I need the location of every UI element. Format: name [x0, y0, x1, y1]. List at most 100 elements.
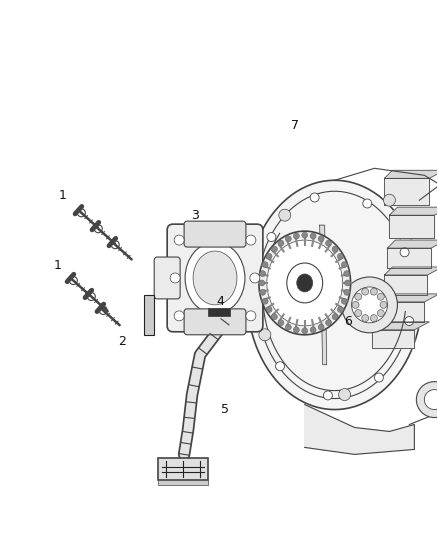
Circle shape [302, 328, 308, 334]
Circle shape [293, 233, 299, 239]
Circle shape [310, 327, 316, 333]
Circle shape [279, 209, 291, 221]
Ellipse shape [267, 240, 343, 326]
Circle shape [344, 271, 350, 277]
Ellipse shape [259, 231, 350, 335]
Circle shape [285, 236, 291, 242]
Circle shape [323, 391, 332, 400]
Circle shape [371, 314, 377, 321]
Circle shape [345, 280, 350, 286]
Circle shape [310, 233, 316, 239]
Circle shape [259, 280, 265, 286]
Polygon shape [371, 330, 414, 348]
Circle shape [266, 253, 272, 260]
Circle shape [352, 287, 388, 323]
Circle shape [253, 299, 262, 308]
Ellipse shape [185, 242, 245, 314]
Circle shape [276, 362, 285, 371]
Circle shape [310, 193, 319, 202]
Polygon shape [379, 302, 424, 322]
Circle shape [377, 293, 384, 300]
Circle shape [332, 314, 338, 320]
Circle shape [374, 373, 383, 382]
Polygon shape [388, 248, 431, 268]
Circle shape [339, 389, 350, 401]
FancyBboxPatch shape [167, 224, 263, 332]
Circle shape [380, 301, 387, 309]
Polygon shape [385, 178, 429, 205]
Polygon shape [389, 207, 438, 215]
Circle shape [325, 240, 332, 246]
Text: 3: 3 [191, 208, 199, 222]
Polygon shape [385, 171, 438, 178]
Text: 1: 1 [59, 189, 67, 201]
Circle shape [250, 273, 260, 283]
FancyBboxPatch shape [154, 257, 180, 299]
Bar [208, 308, 230, 316]
Circle shape [384, 194, 396, 206]
Circle shape [417, 382, 438, 417]
Circle shape [262, 262, 268, 268]
Circle shape [272, 314, 277, 320]
Circle shape [272, 246, 277, 252]
Polygon shape [389, 215, 434, 238]
Text: 4: 4 [216, 295, 224, 309]
Circle shape [377, 310, 384, 317]
Bar [144, 295, 154, 335]
Circle shape [278, 240, 284, 246]
Circle shape [259, 329, 271, 341]
Circle shape [342, 277, 397, 333]
Polygon shape [320, 225, 327, 365]
Polygon shape [379, 294, 438, 302]
Circle shape [355, 293, 362, 300]
Ellipse shape [297, 274, 313, 292]
Bar [158, 458, 208, 480]
Circle shape [363, 199, 372, 208]
Text: 1: 1 [53, 259, 61, 271]
Ellipse shape [287, 263, 323, 303]
Circle shape [400, 248, 409, 257]
Circle shape [337, 253, 343, 260]
FancyBboxPatch shape [184, 221, 246, 247]
Circle shape [352, 301, 359, 309]
Text: 2: 2 [118, 335, 126, 348]
Circle shape [246, 235, 256, 245]
Circle shape [318, 236, 324, 242]
Text: 7: 7 [291, 119, 299, 132]
Circle shape [341, 298, 347, 304]
Text: 6: 6 [344, 316, 352, 328]
Circle shape [174, 235, 184, 245]
Circle shape [170, 273, 180, 283]
Polygon shape [385, 267, 438, 275]
Circle shape [371, 288, 377, 295]
Polygon shape [247, 180, 422, 409]
Circle shape [285, 324, 291, 330]
Circle shape [174, 311, 184, 321]
FancyBboxPatch shape [184, 309, 246, 335]
Circle shape [246, 311, 256, 321]
Circle shape [355, 310, 362, 317]
Polygon shape [371, 322, 429, 330]
Circle shape [293, 327, 299, 333]
Polygon shape [388, 240, 438, 248]
Circle shape [362, 288, 369, 295]
Ellipse shape [193, 251, 237, 305]
Circle shape [325, 320, 332, 326]
Circle shape [262, 298, 268, 304]
Circle shape [405, 317, 413, 326]
Circle shape [318, 324, 324, 330]
Circle shape [266, 306, 272, 312]
Circle shape [260, 271, 266, 277]
Text: 5: 5 [221, 403, 229, 416]
Circle shape [332, 246, 338, 252]
Circle shape [424, 390, 438, 409]
Circle shape [302, 232, 308, 238]
Bar [158, 480, 208, 486]
Circle shape [267, 232, 276, 241]
Circle shape [337, 306, 343, 312]
Circle shape [260, 289, 266, 295]
Circle shape [341, 262, 347, 268]
Polygon shape [385, 275, 427, 295]
Polygon shape [305, 405, 414, 455]
Circle shape [344, 289, 350, 295]
